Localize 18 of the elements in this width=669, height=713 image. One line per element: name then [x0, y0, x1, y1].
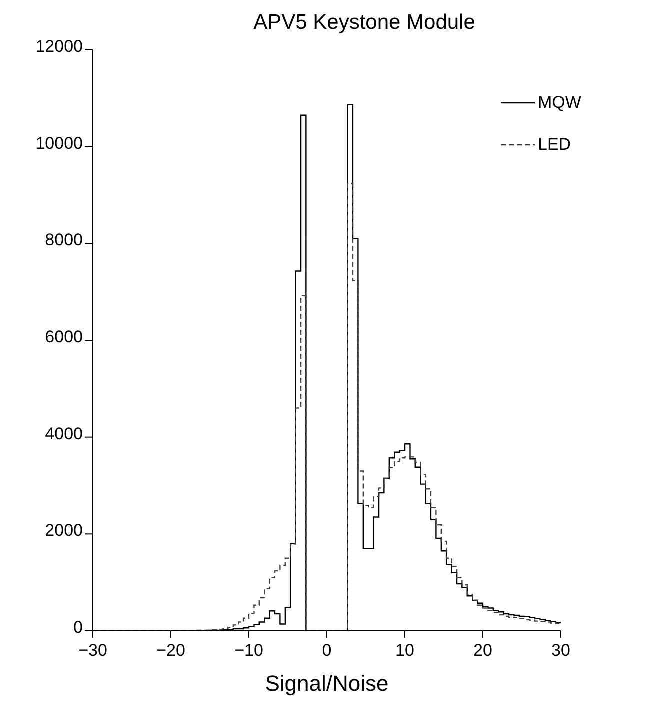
legend-label: LED — [538, 135, 572, 155]
x-tick-label: 20 — [474, 641, 492, 660]
x-tick-label: 30 — [552, 641, 570, 660]
y-tick-label: 6000 — [45, 328, 83, 347]
y-tick-label: 8000 — [45, 230, 83, 250]
x-tick-label: 10 — [396, 641, 414, 660]
x-tick-label: −20 — [156, 641, 186, 660]
x-axis-title: Signal/Noise — [265, 671, 389, 696]
chart-title: APV5 Keystone Module — [252, 10, 476, 36]
x-tick-label: 0 — [322, 641, 332, 660]
legend-label: MQW — [538, 93, 582, 113]
x-tick-label: −30 — [78, 641, 108, 660]
y-tick-label: 12000 — [36, 37, 83, 56]
y-tick-label: 10000 — [36, 134, 83, 153]
y-tick-label: 2000 — [45, 521, 83, 540]
y-tick-label: 4000 — [45, 424, 83, 444]
x-tick-label: −10 — [234, 641, 264, 660]
y-tick-label: 0 — [74, 618, 83, 638]
